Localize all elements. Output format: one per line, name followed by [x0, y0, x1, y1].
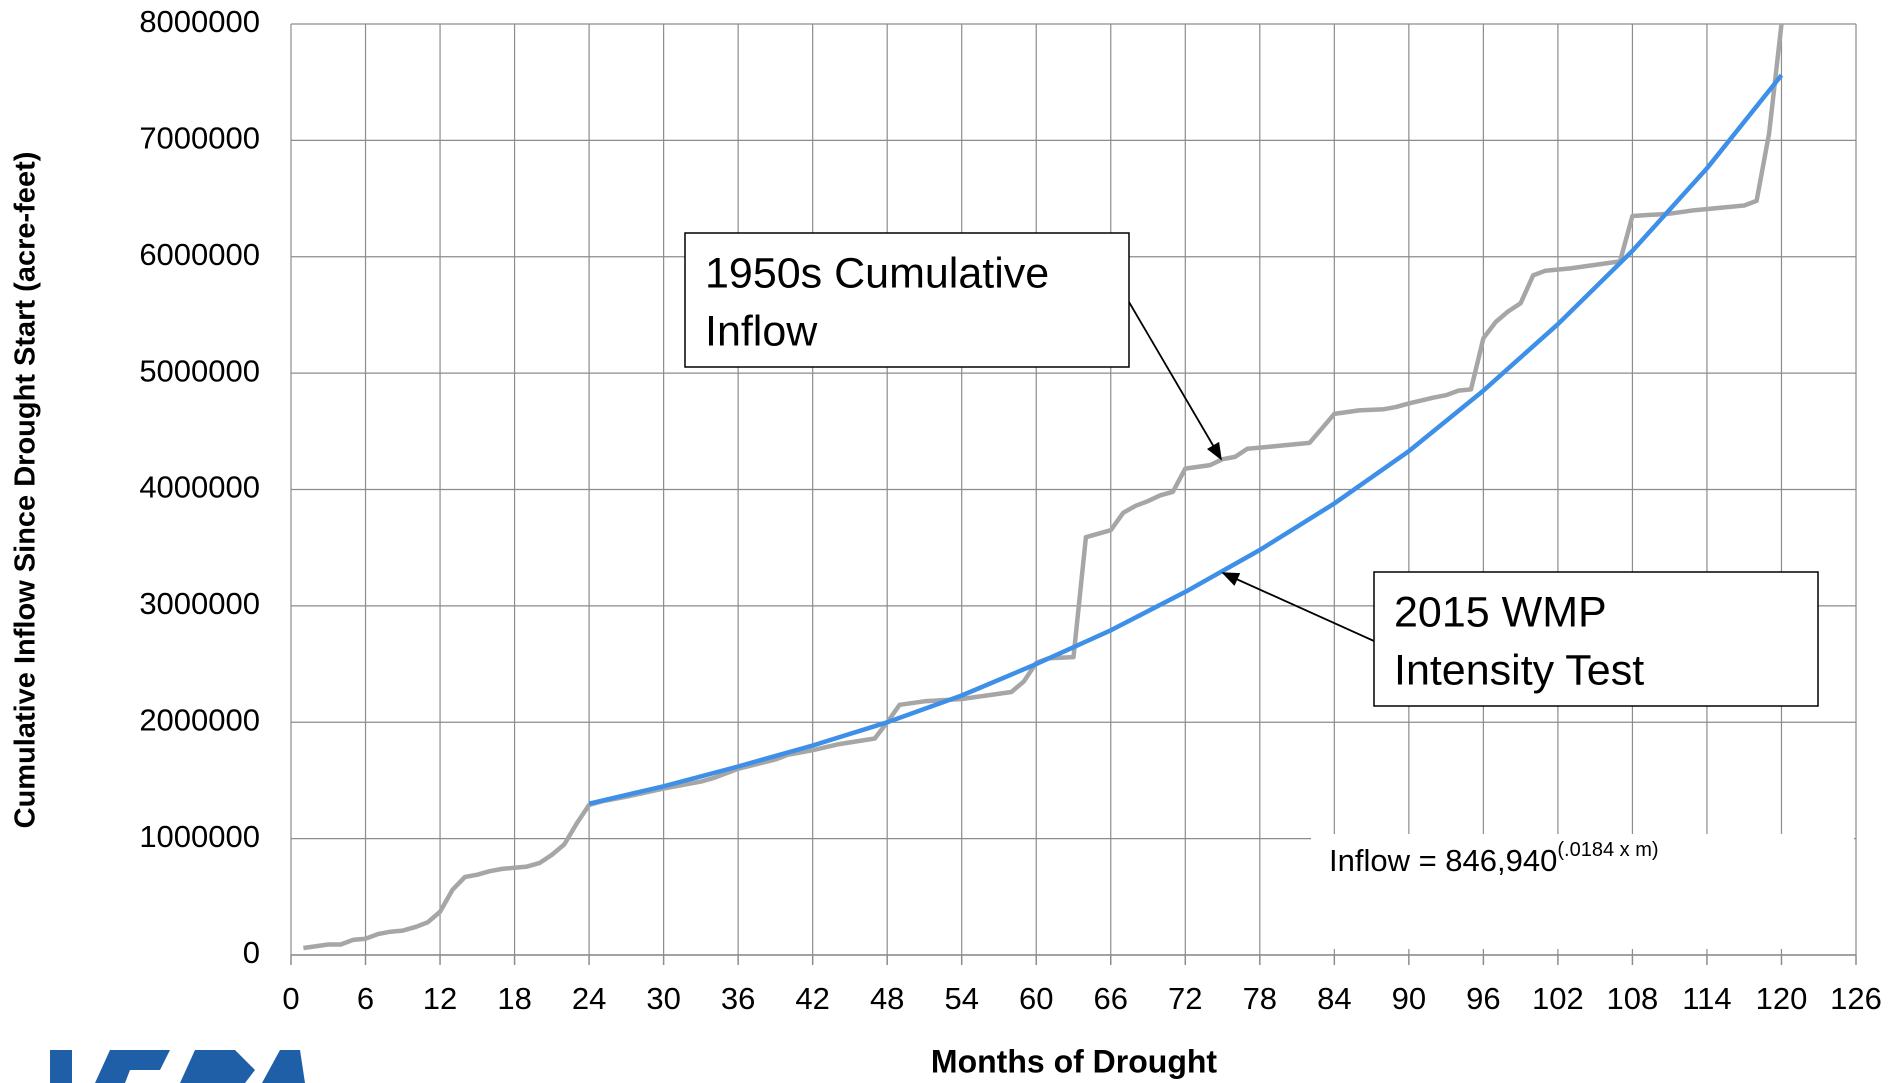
x-tick-label: 114	[1682, 981, 1731, 1016]
x-tick-label: 72	[1168, 981, 1202, 1016]
y-tick-label: 4000000	[139, 470, 260, 505]
annotation-text: 1950s Cumulative	[705, 249, 1049, 297]
x-tick-label: 6	[357, 981, 374, 1016]
x-tick-label: 102	[1532, 981, 1584, 1016]
x-tick-label: 54	[944, 981, 978, 1016]
x-tick-label: 90	[1392, 981, 1426, 1016]
x-tick-label: 126	[1830, 981, 1882, 1016]
annotation-text: Intensity Test	[1394, 646, 1644, 694]
x-tick-label: 66	[1094, 981, 1128, 1016]
annotation-arrow	[1221, 572, 1375, 642]
x-tick-label: 78	[1243, 981, 1277, 1016]
x-tick-label: 84	[1317, 981, 1351, 1016]
y-tick-label: 2000000	[139, 702, 260, 737]
x-tick-label: 18	[497, 981, 531, 1016]
equation-box	[1311, 834, 1854, 949]
data-line	[588, 73, 1784, 806]
annotation-arrow	[1128, 301, 1222, 461]
y-tick-label: 1000000	[139, 819, 260, 854]
y-tick-label: 3000000	[139, 586, 260, 621]
data-line	[303, 23, 1784, 951]
equation: Inflow = 846,940(.0184 x m)	[1329, 839, 1659, 878]
y-tick-label: 0	[243, 935, 260, 970]
annotation-box	[1373, 571, 1819, 707]
x-tick-label: 36	[721, 981, 755, 1016]
x-tick-label: 96	[1466, 981, 1500, 1016]
x-tick-label: 0	[282, 981, 299, 1016]
x-tick-label: 30	[646, 981, 680, 1016]
x-tick-label: 60	[1019, 981, 1053, 1016]
x-axis-title: Months of Drought	[931, 1043, 1217, 1079]
x-tick-label: 108	[1607, 981, 1659, 1016]
y-tick-label: 7000000	[139, 121, 260, 156]
x-tick-label: 48	[870, 981, 904, 1016]
y-axis-title: Cumulative Inflow Since Drought Start (a…	[10, 152, 42, 829]
logo	[50, 1050, 305, 1083]
annotation-text: 2015 WMP	[1394, 588, 1607, 636]
equation-exponent: (.0184 x m)	[1557, 839, 1658, 861]
annotation-box	[684, 232, 1130, 368]
x-tick-label: 42	[795, 981, 829, 1016]
y-tick-label: 5000000	[139, 353, 260, 388]
annotation-text: Inflow	[705, 307, 818, 355]
y-tick-label: 8000000	[139, 4, 260, 39]
y-tick-label: 6000000	[139, 237, 260, 272]
x-tick-label: 120	[1756, 981, 1808, 1016]
x-tick-label: 12	[423, 981, 457, 1016]
x-tick-label: 24	[572, 981, 606, 1016]
equation-text: Inflow = 846,940	[1329, 843, 1557, 878]
